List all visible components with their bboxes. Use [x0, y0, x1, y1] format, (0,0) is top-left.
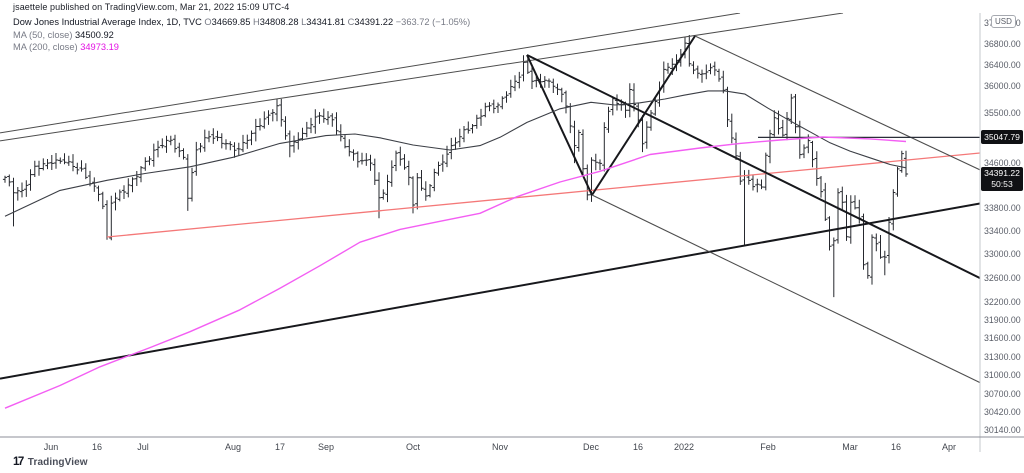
trendline-channel-top-lower[interactable]: [0, 13, 844, 142]
ohlc-bars: [2, 35, 909, 298]
ma200-line: [4, 136, 907, 409]
tradingview-footer[interactable]: 17 TradingView: [13, 456, 88, 468]
price-tick-30140: 30140.00: [984, 425, 1021, 435]
price-tick-31600: 31600.00: [984, 333, 1021, 343]
ohlc-value: 34669.85: [211, 17, 251, 27]
ohlc-key: O: [204, 17, 212, 27]
time-tick-2022: 2022: [673, 442, 695, 452]
last-price: 34391.22: [984, 168, 1020, 178]
price-tick-32600: 32600.00: [984, 273, 1021, 283]
plot-area[interactable]: [0, 13, 980, 409]
price-tick-31300: 31300.00: [984, 352, 1021, 362]
price-tick-34600: 34600.00: [984, 158, 1021, 168]
ma50-value: 34500.92: [75, 29, 114, 40]
price-badge-last: 34391.22 50:53: [981, 167, 1023, 191]
ma50-line: [4, 90, 907, 217]
ohlc-value: 34391.22: [354, 17, 394, 27]
trendline-descending-channel-bottom[interactable]: [591, 194, 980, 384]
time-tick-Nov: Nov: [491, 442, 509, 452]
time-tick-Oct: Oct: [405, 442, 421, 452]
trendline-nov-peak-to-dec-low[interactable]: [526, 54, 593, 196]
price-tick-33000: 33000.00: [984, 249, 1021, 259]
price-tick-30420: 30420.00: [984, 407, 1021, 417]
legend-ma50-row[interactable]: MA (50, close) 34500.92: [13, 29, 470, 42]
price-badge-level: 35047.79: [981, 130, 1023, 144]
trendline-channel-top-upper[interactable]: [0, 13, 741, 134]
ohlc-value: 34808.28: [259, 17, 299, 27]
ohlc-value: 34341.81: [306, 17, 346, 27]
chart-legend: Dow Jones Industrial Average Index, 1D, …: [13, 16, 470, 54]
ohlc-values: O34669.85 H34808.28 L34341.81 C34391.22: [204, 17, 395, 27]
time-tick-17: 17: [274, 442, 286, 452]
price-tick-35500: 35500.00: [984, 108, 1021, 118]
time-tick-Apr: Apr: [941, 442, 957, 452]
price-tick-30700: 30700.00: [984, 389, 1021, 399]
trendline-jan-peak-descending[interactable]: [694, 35, 980, 171]
tradingview-wordmark[interactable]: TradingView: [27, 456, 88, 468]
time-tick-Feb: Feb: [760, 442, 776, 452]
time-tick-Dec: Dec: [582, 442, 600, 452]
ma200-label: MA (200, close): [13, 42, 78, 52]
price-tick-31900: 31900.00: [984, 315, 1021, 325]
legend-symbol-row[interactable]: Dow Jones Industrial Average Index, 1D, …: [13, 16, 470, 29]
price-tick-33400: 33400.00: [984, 226, 1021, 236]
time-tick-16: 16: [890, 442, 902, 452]
ohlc-key: H: [250, 17, 260, 27]
trendline-dec-low-to-jan-peak[interactable]: [591, 35, 696, 196]
ma200-value: 34973.19: [80, 42, 119, 52]
price-tick-31000: 31000.00: [984, 370, 1021, 380]
publish-attribution: jsaettele published on TradingView.com, …: [13, 2, 290, 12]
ohlc-key: C: [345, 17, 355, 27]
price-tick-32200: 32200.00: [984, 297, 1021, 307]
ma50-label: MA (50, close): [13, 29, 73, 40]
time-tick-Sep: Sep: [317, 442, 335, 452]
time-tick-Jul: Jul: [137, 442, 149, 452]
time-tick-16: 16: [91, 442, 103, 452]
price-tick-36800: 36800.00: [984, 39, 1021, 49]
time-tick-16: 16: [632, 442, 644, 452]
ohlc-key: L: [298, 17, 307, 27]
time-tick-Jun: Jun: [43, 442, 59, 452]
price-tick-36400: 36400.00: [984, 60, 1021, 70]
trendline-red-support[interactable]: [106, 152, 980, 238]
tradingview-logo-icon[interactable]: 17: [13, 456, 24, 468]
currency-badge[interactable]: USD: [991, 15, 1016, 28]
price-tick-33800: 33800.00: [984, 203, 1021, 213]
legend-ma200-row[interactable]: MA (200, close) 34973.19: [13, 41, 470, 54]
time-tick-Aug: Aug: [224, 442, 242, 452]
change-value: −363.72 (−1.05%): [395, 17, 471, 27]
trendline-descending-channel-top[interactable]: [526, 54, 980, 279]
trendline-long-ascending-support[interactable]: [0, 202, 980, 380]
price-tick-36000: 36000.00: [984, 81, 1021, 91]
time-tick-Mar: Mar: [842, 442, 858, 452]
bar-countdown: 50:53: [991, 179, 1013, 189]
symbol-title[interactable]: Dow Jones Industrial Average Index, 1D, …: [13, 17, 202, 27]
